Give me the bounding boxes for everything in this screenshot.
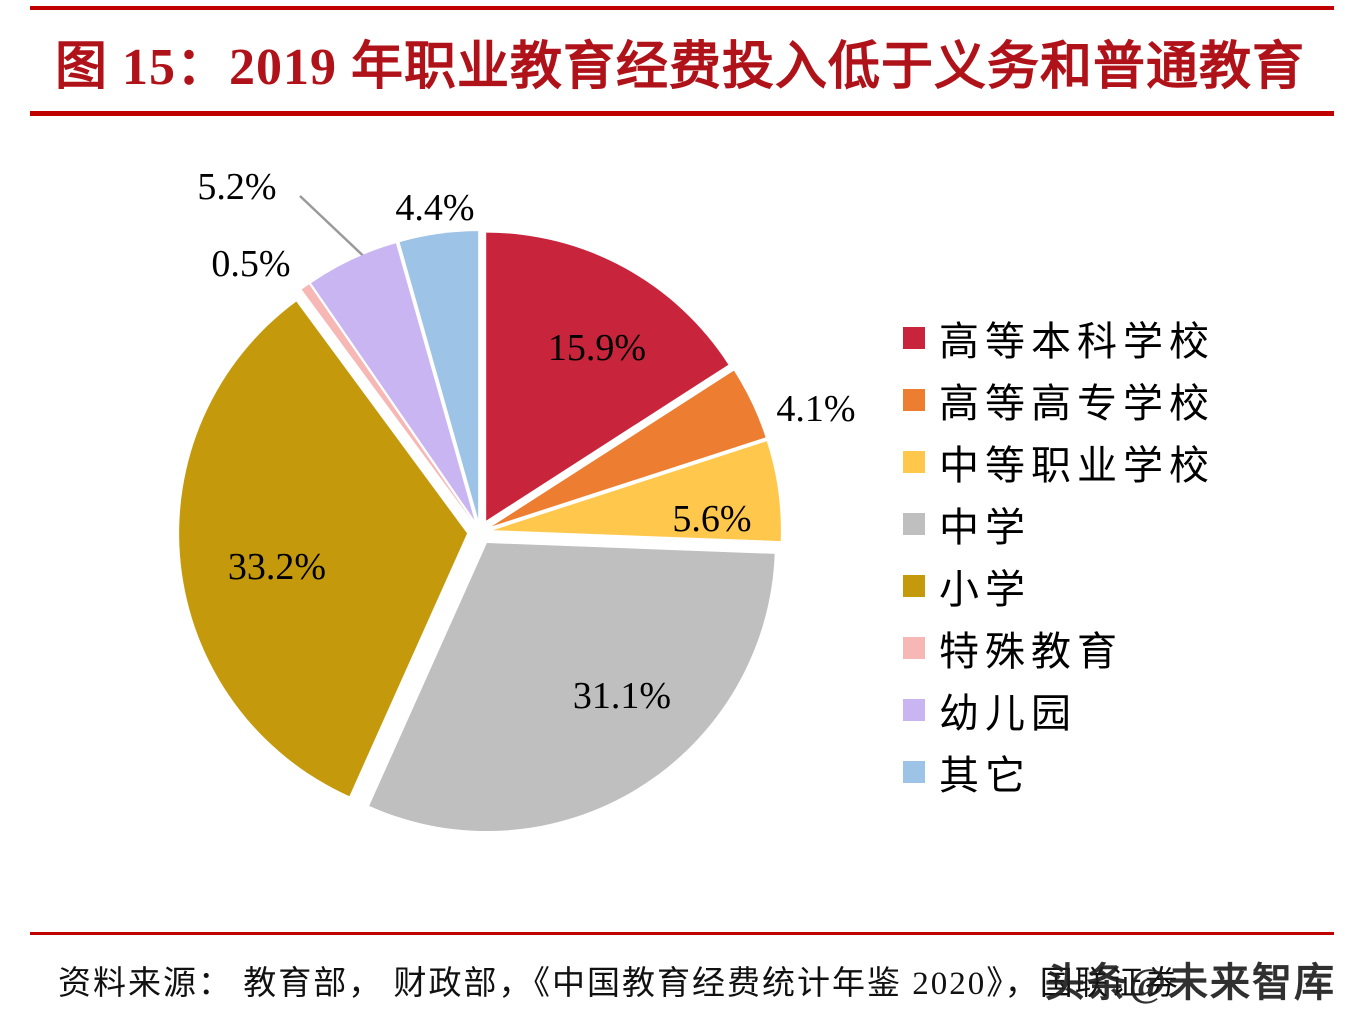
legend-item: 高等本科学校	[903, 318, 1215, 364]
pie-chart: 15.9% 4.1% 5.6% 31.1% 33.2% 0.5% 5.2% 4.4%	[179, 166, 856, 832]
legend-label: 其它	[939, 753, 1031, 798]
legend-item: 幼儿园	[903, 690, 1215, 736]
legend-label: 中等职业学校	[939, 443, 1215, 488]
legend-color-swatch	[903, 699, 925, 721]
legend-item: 中学	[903, 504, 1215, 550]
slice-percentage-label: 4.1%	[776, 388, 855, 430]
source-note: 资料来源： 教育部， 财政部，《中国教育经费统计年鉴 2020》，国联证券	[58, 966, 1180, 1002]
slice-percentage-label: 33.2%	[228, 546, 326, 588]
legend-color-swatch	[903, 575, 925, 597]
pie-slice	[179, 301, 468, 797]
legend-color-swatch	[903, 761, 925, 783]
figure-title: 图 15：2019 年职业教育经费投入低于义务和普通教育	[55, 39, 1306, 96]
legend-item: 特殊教育	[903, 628, 1215, 674]
chart-legend: 高等本科学校 高等高专学校 中等职业学校 中学小学特殊教育幼儿园其它	[903, 318, 1215, 798]
pie-slice	[369, 543, 775, 832]
pie-slice	[301, 284, 473, 522]
legend-label: 高等高专学校	[939, 381, 1215, 426]
pie-slice	[486, 232, 729, 521]
legend-label: 特殊教育	[939, 629, 1123, 674]
slice-percentage-label: 4.4%	[395, 187, 474, 229]
title-red-rule	[30, 111, 1334, 116]
slice-percentage-label: 15.9%	[548, 327, 646, 369]
pie-slice	[399, 231, 479, 520]
legend-item: 小学	[903, 566, 1215, 612]
legend-color-swatch	[903, 637, 925, 659]
legend-label: 中学	[939, 505, 1031, 550]
legend-item: 其它	[903, 752, 1215, 798]
slice-percentage-label: 5.6%	[672, 498, 751, 540]
slice-percentage-label: 5.2%	[197, 166, 276, 208]
label-leader-line	[299, 195, 375, 267]
slice-percentage-label: 0.5%	[211, 243, 290, 285]
legend-color-swatch	[903, 513, 925, 535]
legend-color-swatch	[903, 389, 925, 411]
legend-label: 小学	[939, 567, 1031, 612]
legend-item: 中等职业学校	[903, 442, 1215, 488]
top-red-rule	[30, 6, 1334, 10]
legend-label: 幼儿园	[939, 691, 1077, 736]
bottom-red-rule	[30, 932, 1334, 935]
pie-slice	[311, 243, 475, 521]
slice-percentage-label: 31.1%	[573, 675, 671, 717]
pie-slice	[492, 441, 781, 542]
legend-color-swatch	[903, 451, 925, 473]
legend-color-swatch	[903, 327, 925, 349]
legend-item: 高等高专学校	[903, 380, 1215, 426]
watermark-text: 头条@未来智库	[1044, 960, 1336, 1005]
pie-slice	[491, 370, 766, 527]
legend-label: 高等本科学校	[939, 319, 1215, 364]
